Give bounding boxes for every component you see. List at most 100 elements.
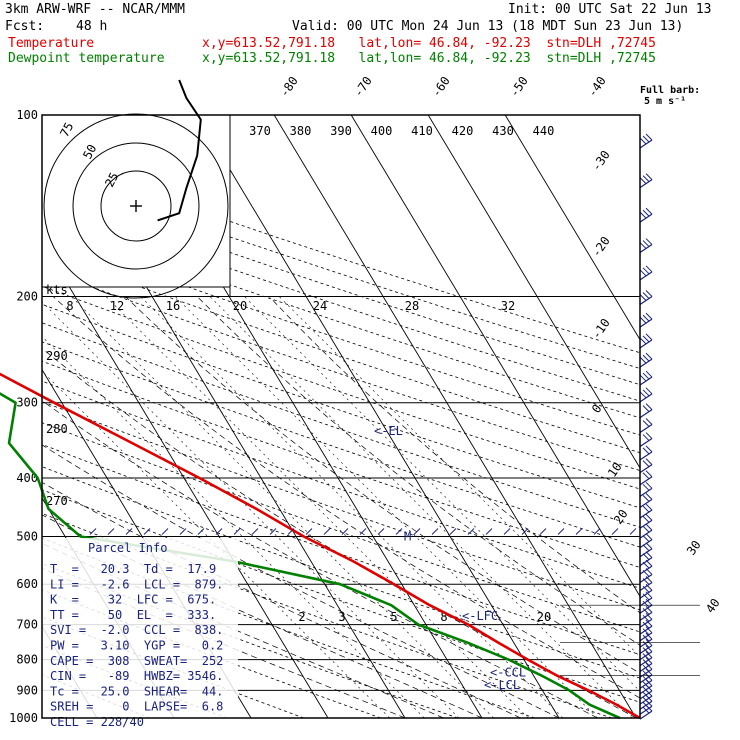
hodograph-trace xyxy=(157,79,202,222)
wind-barb-flag xyxy=(645,651,653,658)
isotherm-label: -70 xyxy=(351,74,375,100)
level-tick xyxy=(431,528,439,535)
plot-frame xyxy=(41,114,641,719)
wind-barb-flag xyxy=(645,598,653,606)
wind-barb-flag xyxy=(642,614,650,622)
isotherm xyxy=(42,240,329,718)
wind-barb-shaft xyxy=(639,464,653,474)
temperature-legend-label: Temperature xyxy=(8,36,95,51)
wind-barb-flag xyxy=(642,460,650,467)
wind-barb-shaft xyxy=(639,548,653,558)
wind-barb-flag xyxy=(639,137,647,145)
adiabat-label: 290 xyxy=(46,349,68,363)
level-tick xyxy=(107,528,115,535)
wind-barb-flag xyxy=(645,612,653,620)
wind-barb-flag xyxy=(645,470,653,478)
wind-barb-flag xyxy=(639,294,647,301)
isotherm xyxy=(427,115,640,469)
ccl-mark: <-CCL xyxy=(490,666,526,680)
level-marks: <-EL <-LFC <-CCL<-LCL M xyxy=(374,424,526,692)
wind-barb-flag xyxy=(645,370,653,378)
level-tick xyxy=(179,528,187,535)
wind-barb-shaft xyxy=(639,662,653,672)
level-tick xyxy=(521,528,529,535)
wind-barb-shaft xyxy=(639,487,653,497)
mixing-ratio-label: 32 xyxy=(501,299,515,313)
wind-barb-shaft xyxy=(639,476,653,486)
moist-adiabat xyxy=(42,514,483,718)
moist-adiabat xyxy=(52,296,640,699)
wind-barb-shaft xyxy=(639,438,653,448)
level-tick xyxy=(485,528,493,535)
theta-label: 370 xyxy=(249,124,271,138)
dry-adiabat xyxy=(42,201,640,402)
wind-barb-flag xyxy=(642,354,650,362)
wind-barb-flag xyxy=(645,403,653,410)
wind-barb-flag xyxy=(642,647,650,654)
wind-barb-flag xyxy=(642,240,650,247)
pressure-tick-label: 800 xyxy=(16,653,38,667)
theta-label: 400 xyxy=(371,124,393,138)
wind-barb-flag xyxy=(645,694,653,702)
parcel-row: CIN = -89 HWBZ= 3546. xyxy=(50,669,223,683)
theta-label: 410 xyxy=(411,124,433,138)
wind-barb-flag xyxy=(642,553,650,560)
isotherm-label: 40 xyxy=(703,596,723,616)
wind-barb-shaft xyxy=(639,651,653,661)
wind-barb-flag xyxy=(645,704,653,712)
isotherm-label: -80 xyxy=(277,74,301,100)
wind-barb-shaft xyxy=(639,618,653,628)
level-tick xyxy=(449,528,457,535)
wind-barb-flag xyxy=(642,653,650,660)
wind-barb-flag xyxy=(642,600,650,608)
dry-adiabat xyxy=(42,562,458,718)
level-tick xyxy=(413,528,421,535)
isotherm-label: -10 xyxy=(589,316,613,342)
parcel-row: SREH = 0 LAPSE= 6.8 xyxy=(50,700,223,714)
pressure-tick-label: 300 xyxy=(16,396,38,410)
dry-adiabat xyxy=(42,422,640,633)
wind-barb-shaft xyxy=(639,423,653,433)
wind-barb-flag xyxy=(645,418,653,425)
level-tick xyxy=(161,528,169,535)
dry-adiabat xyxy=(42,512,612,718)
level-tick xyxy=(359,528,367,535)
wind-barb-shaft xyxy=(639,632,653,642)
kts-label: kts xyxy=(46,283,68,297)
wind-barb-flag xyxy=(645,445,653,453)
wind-barb-flag xyxy=(639,356,647,364)
wind-barb-flag xyxy=(639,391,647,399)
wind-barb-shaft xyxy=(639,509,653,519)
adiabat-label: 280 xyxy=(46,422,68,436)
hodograph-ring-25 xyxy=(100,170,172,242)
hodograph-ring-50 xyxy=(72,142,200,270)
wind-barb-flag xyxy=(642,561,650,569)
level-tick xyxy=(143,528,151,535)
wind-barb-flag xyxy=(639,374,647,382)
isotherm xyxy=(504,115,640,341)
wind-barb-shaft xyxy=(639,597,653,607)
wind-barb-flag xyxy=(645,458,653,465)
wind-barb-shaft xyxy=(639,710,653,720)
wind-barb-shaft xyxy=(639,451,653,461)
wind-barb-flag xyxy=(642,544,650,552)
wind-barb-flag xyxy=(645,551,653,558)
level-tick xyxy=(611,528,619,535)
isotherm xyxy=(273,115,637,718)
dry-adiabat xyxy=(42,285,640,490)
wind-barb-flag xyxy=(645,352,653,360)
wind-barb-shaft xyxy=(639,557,653,567)
isotherm-label: 30 xyxy=(684,538,704,558)
wind-barb-flag xyxy=(642,420,650,427)
wind-barb-flag xyxy=(645,583,653,591)
wind-barb-flag xyxy=(642,472,650,480)
wind-barb-shaft xyxy=(639,409,653,419)
pressure-tick-label: 900 xyxy=(16,683,38,697)
isotherm-label: 0 xyxy=(589,402,605,416)
wind-barb-flag xyxy=(645,207,653,215)
wind-barb-flag xyxy=(645,668,653,676)
pressure-tick-label: 700 xyxy=(16,618,38,632)
wind-barb-flag xyxy=(639,211,647,219)
pressure-tick-label: 200 xyxy=(16,290,38,304)
wind-barb-flag xyxy=(642,292,650,299)
